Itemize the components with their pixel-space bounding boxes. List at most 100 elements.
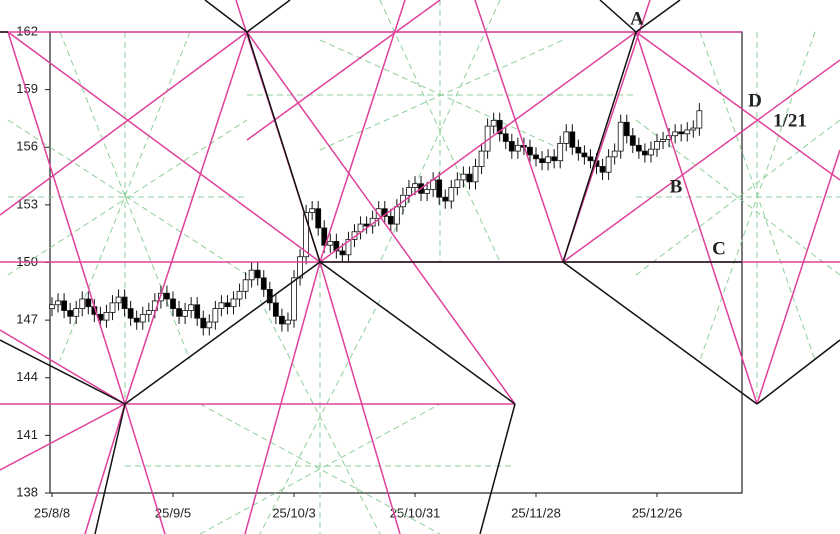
candle-body <box>478 150 485 167</box>
candle-body <box>61 300 67 311</box>
y-tick-label: 162 <box>16 23 38 38</box>
candle-body <box>224 302 231 308</box>
candle-body <box>297 256 303 279</box>
candle-body <box>212 308 219 323</box>
y-tick-label: 159 <box>16 81 38 96</box>
candle-body <box>629 135 636 146</box>
candle-body <box>285 319 291 325</box>
candle-body <box>387 215 394 225</box>
x-tick-label: 25/12/26 <box>632 505 683 520</box>
annotation: C <box>712 238 726 259</box>
y-tick-label: 138 <box>16 484 38 499</box>
candle-body <box>696 110 703 129</box>
candle-body <box>611 150 618 158</box>
candle-body <box>188 304 195 311</box>
candle-body <box>654 141 660 150</box>
candle-body <box>563 131 570 144</box>
candle-body <box>508 141 515 152</box>
candle-body <box>236 290 243 300</box>
candle-body <box>605 156 612 173</box>
y-tick-label: 141 <box>16 427 38 442</box>
candle-body <box>55 300 61 306</box>
candle-body <box>551 156 558 162</box>
annotation: D <box>748 90 762 111</box>
x-tick-label: 25/11/28 <box>511 505 561 520</box>
candle-body <box>533 154 539 160</box>
candle-body <box>291 277 297 321</box>
candle-body <box>327 240 334 246</box>
candle-body <box>539 158 545 164</box>
candle-body <box>363 223 370 227</box>
candle-body <box>127 308 134 319</box>
candle-body <box>448 187 455 202</box>
candle-body <box>442 196 449 202</box>
candle-body <box>309 208 316 213</box>
candle-body <box>49 304 55 309</box>
candle-body <box>170 298 176 309</box>
x-tick-label: 25/10/31 <box>390 505 441 520</box>
candle-body <box>139 313 146 323</box>
candle-body <box>85 298 92 308</box>
candle-body <box>406 187 412 196</box>
candle-body <box>260 277 267 290</box>
candle-body <box>575 146 582 154</box>
candle-body <box>321 227 328 246</box>
candle-body <box>545 156 551 164</box>
candle-body <box>345 239 352 256</box>
candle-body <box>73 308 80 317</box>
candle-body <box>248 269 255 281</box>
candle-body <box>115 296 122 304</box>
candle-body <box>133 317 140 323</box>
x-tick-label: 25/8/8 <box>34 505 70 520</box>
y-tick-label: 144 <box>16 369 38 384</box>
candle-body <box>587 156 594 162</box>
candle-body <box>206 321 213 329</box>
candle-body <box>218 302 225 309</box>
candle-body <box>254 269 261 279</box>
candle-body <box>121 296 128 310</box>
candle-body <box>412 183 418 188</box>
x-tick-label: 25/9/5 <box>155 505 191 520</box>
candle-body <box>182 310 189 317</box>
candle-body <box>648 148 654 156</box>
candle-body <box>514 144 521 152</box>
candle-body <box>242 279 249 292</box>
candle-body <box>684 129 691 135</box>
candle-body <box>67 310 74 317</box>
candle-body <box>424 189 431 194</box>
candle-body <box>164 292 170 300</box>
candle-body <box>230 298 237 308</box>
candle-body <box>176 308 182 317</box>
candle-body <box>109 302 116 313</box>
candle-body <box>266 288 273 304</box>
annotation: B <box>670 176 683 197</box>
candle-body <box>527 146 533 156</box>
candle-body <box>635 144 642 152</box>
candle-body <box>272 302 279 317</box>
candle-body <box>375 208 382 219</box>
candle-body <box>672 131 679 137</box>
candle-body <box>490 119 497 127</box>
y-tick-label: 153 <box>16 196 38 211</box>
candle-body <box>472 166 479 183</box>
candle-body <box>339 250 346 256</box>
x-tick-label: 25/10/3 <box>272 505 315 520</box>
candle-body <box>642 150 648 156</box>
guide-dashed-lines <box>7 0 840 534</box>
candle-body <box>103 312 110 321</box>
candle-body <box>599 166 606 173</box>
candle-body <box>393 206 400 225</box>
annotation: A <box>630 8 644 29</box>
candle-body <box>436 179 443 198</box>
candle-body <box>303 212 310 258</box>
candle-body <box>460 173 467 181</box>
candles <box>49 103 703 336</box>
candle-body <box>557 143 564 162</box>
candle-body <box>466 173 473 183</box>
candle-body <box>454 179 461 188</box>
candle-body <box>502 133 509 142</box>
